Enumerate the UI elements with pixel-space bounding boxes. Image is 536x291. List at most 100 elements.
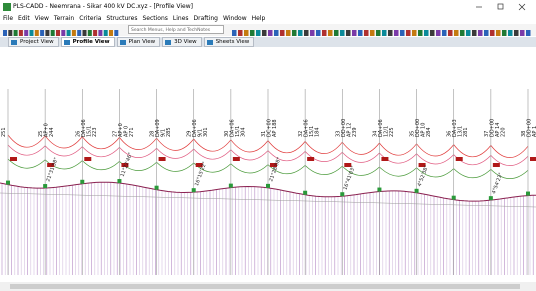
tool-icon[interactable]: [114, 30, 118, 36]
search-box[interactable]: Search Menus, Help and TechNotes: [128, 25, 224, 34]
tool-icon[interactable]: [460, 30, 465, 36]
structure-label: AP 188: [272, 119, 278, 137]
menu-item[interactable]: Sections: [142, 13, 167, 24]
tool-icon[interactable]: [346, 30, 351, 36]
tool-icon[interactable]: [304, 30, 309, 36]
tool-icon[interactable]: [376, 30, 381, 36]
tool-icon[interactable]: [274, 30, 279, 36]
menu-item[interactable]: Window: [223, 13, 247, 24]
tool-icon[interactable]: [88, 30, 92, 36]
tool-icon[interactable]: [382, 30, 387, 36]
tool-icon[interactable]: [430, 30, 435, 36]
structure-marker: [307, 157, 314, 161]
tool-icon[interactable]: [8, 30, 12, 36]
angle-label: 16°41'03": [343, 165, 357, 191]
tool-icon[interactable]: [322, 30, 327, 36]
tool-icon[interactable]: [412, 30, 417, 36]
tool-icon[interactable]: [72, 30, 76, 36]
menu-item[interactable]: Drafting: [194, 13, 218, 24]
tool-icon[interactable]: [238, 30, 243, 36]
structure-base: [80, 180, 84, 184]
tool-icon[interactable]: [394, 30, 399, 36]
tool-icon[interactable]: [508, 30, 513, 36]
structure-base: [452, 196, 456, 200]
tool-icon[interactable]: [334, 30, 339, 36]
tool-icon[interactable]: [250, 30, 255, 36]
tool-icon[interactable]: [268, 30, 273, 36]
view-tab[interactable]: Project View: [8, 37, 59, 47]
structure-label: 184: [315, 127, 321, 137]
tool-icon[interactable]: [514, 30, 519, 36]
tool-icon[interactable]: [298, 30, 303, 36]
tool-icon[interactable]: [418, 30, 423, 36]
tool-icon[interactable]: [244, 30, 249, 36]
tool-icon[interactable]: [286, 30, 291, 36]
view-tab[interactable]: Plan View: [117, 37, 161, 47]
menu-item[interactable]: Structures: [106, 13, 137, 24]
tool-icon[interactable]: [98, 30, 102, 36]
tool-icon[interactable]: [472, 30, 477, 36]
tool-icon[interactable]: [51, 30, 55, 36]
tool-icon[interactable]: [19, 30, 23, 36]
menu-item[interactable]: Lines: [173, 13, 189, 24]
tool-icon[interactable]: [484, 30, 489, 36]
tool-icon[interactable]: [45, 30, 49, 36]
tool-icon[interactable]: [292, 30, 297, 36]
tool-icon[interactable]: [436, 30, 441, 36]
tool-icon[interactable]: [280, 30, 285, 36]
menu-item[interactable]: Terrain: [54, 13, 74, 24]
tool-icon[interactable]: [262, 30, 267, 36]
tool-icon[interactable]: [109, 30, 113, 36]
tool-icon[interactable]: [35, 30, 39, 36]
tool-icon[interactable]: [502, 30, 507, 36]
view-tab[interactable]: Sheets View: [204, 37, 255, 47]
tool-icon[interactable]: [388, 30, 393, 36]
tool-icon[interactable]: [316, 30, 321, 36]
tool-icon[interactable]: [40, 30, 44, 36]
menu-item[interactable]: Criteria: [79, 13, 101, 24]
structure-label: 251: [1, 127, 7, 137]
tool-icon[interactable]: [442, 30, 447, 36]
tool-icon[interactable]: [77, 30, 81, 36]
tool-icon[interactable]: [67, 30, 71, 36]
window-controls[interactable]: [466, 0, 536, 13]
tool-icon[interactable]: [370, 30, 375, 36]
menu-item[interactable]: Help: [252, 13, 266, 24]
tool-icon[interactable]: [496, 30, 501, 36]
tool-icon[interactable]: [358, 30, 363, 36]
tool-icon[interactable]: [400, 30, 405, 36]
tool-icon[interactable]: [490, 30, 495, 36]
tool-icon[interactable]: [83, 30, 87, 36]
tool-icon[interactable]: [30, 30, 34, 36]
tool-icon[interactable]: [310, 30, 315, 36]
tool-icon[interactable]: [256, 30, 261, 36]
tool-icon[interactable]: [406, 30, 411, 36]
tool-icon[interactable]: [328, 30, 333, 36]
tool-icon[interactable]: [3, 30, 7, 36]
scroll-thumb[interactable]: [10, 284, 520, 289]
menu-item[interactable]: View: [35, 13, 49, 24]
angle-label: 4°52'38": [417, 165, 430, 188]
menu-item[interactable]: File: [3, 13, 13, 24]
menu-item[interactable]: Edit: [18, 13, 30, 24]
tool-icon[interactable]: [14, 30, 18, 36]
tool-icon[interactable]: [466, 30, 471, 36]
tool-icon[interactable]: [364, 30, 369, 36]
tool-icon[interactable]: [520, 30, 525, 36]
tool-icon[interactable]: [352, 30, 357, 36]
view-tab[interactable]: 3D View: [162, 37, 202, 47]
tool-icon[interactable]: [56, 30, 60, 36]
tool-icon[interactable]: [232, 30, 237, 36]
tool-icon[interactable]: [526, 30, 531, 36]
tool-icon[interactable]: [454, 30, 459, 36]
tool-icon[interactable]: [478, 30, 483, 36]
tool-icon[interactable]: [448, 30, 453, 36]
tool-icon[interactable]: [61, 30, 65, 36]
tool-icon[interactable]: [424, 30, 429, 36]
view-tab[interactable]: Profile View: [61, 37, 115, 47]
tool-icon[interactable]: [93, 30, 97, 36]
tool-icon[interactable]: [104, 30, 108, 36]
tool-icon[interactable]: [340, 30, 345, 36]
tool-icon[interactable]: [24, 30, 28, 36]
structure-label: 281: [463, 127, 469, 137]
